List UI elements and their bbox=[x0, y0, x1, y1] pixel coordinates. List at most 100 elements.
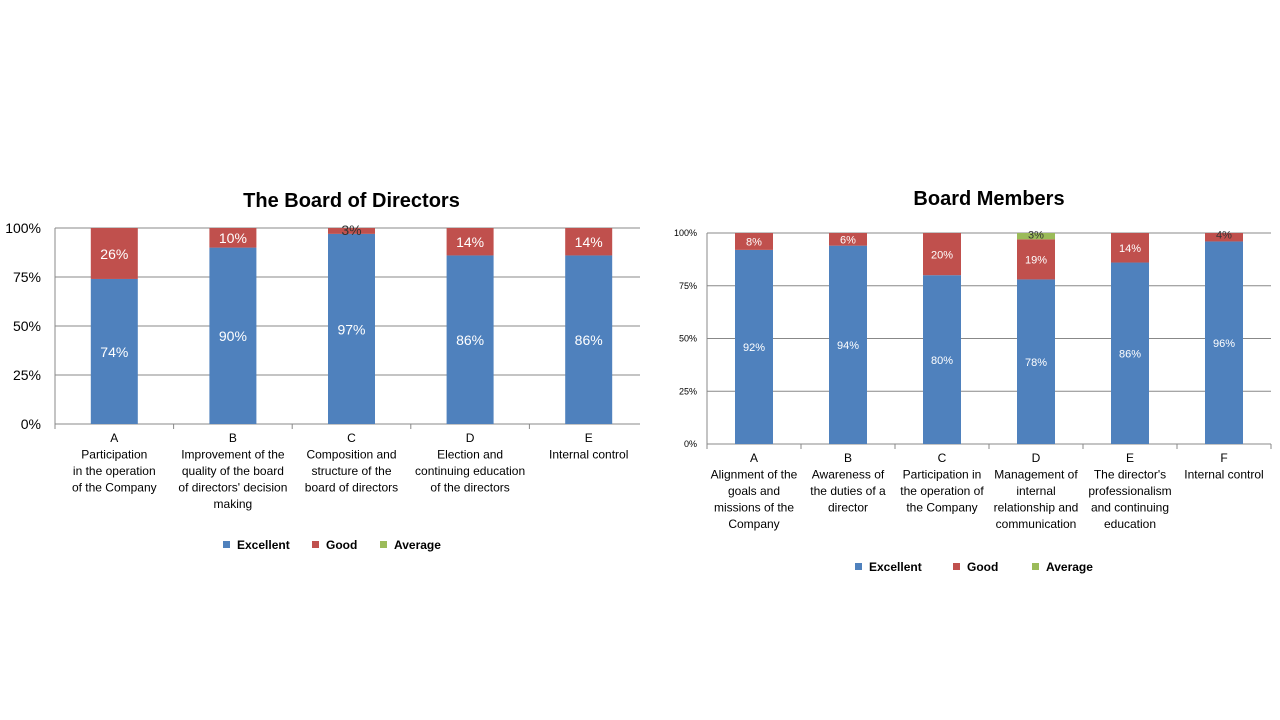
board-of-directors-chart: The Board of Directors 0% 25% 50% 75% 100% 74%… bbox=[5, 190, 640, 552]
category-label: of the directors bbox=[430, 481, 509, 495]
data-label: 6% bbox=[840, 235, 856, 247]
category-label: quality of the board bbox=[182, 464, 284, 478]
data-label: 14% bbox=[575, 234, 603, 250]
data-label: 90% bbox=[219, 328, 247, 344]
legend-swatch-good bbox=[312, 541, 319, 548]
bar-segment-excellent bbox=[923, 275, 961, 444]
bar-segment-excellent bbox=[328, 233, 375, 424]
data-label: 8% bbox=[746, 237, 762, 249]
y-tick-label: 75% bbox=[679, 281, 697, 291]
data-label: 86% bbox=[1119, 348, 1141, 360]
data-label: 3% bbox=[341, 222, 361, 238]
category-label: professionalism bbox=[1088, 484, 1171, 498]
bar-segment-excellent bbox=[735, 249, 773, 444]
category-label: the Company bbox=[906, 501, 977, 515]
category-label: Participation bbox=[81, 448, 147, 462]
bar-segment-good bbox=[1111, 233, 1149, 263]
y-tick-label: 0% bbox=[684, 439, 697, 449]
data-label: 14% bbox=[456, 234, 484, 250]
data-label: 3% bbox=[1028, 230, 1044, 242]
data-label: 94% bbox=[837, 340, 859, 352]
y-tick-label: 75% bbox=[13, 269, 41, 285]
y-tick-label: 25% bbox=[13, 367, 41, 383]
data-label: 4% bbox=[1216, 230, 1232, 242]
bar-segment-good bbox=[565, 228, 613, 256]
bar-segment-good bbox=[1017, 239, 1055, 280]
category-label: director bbox=[828, 501, 868, 515]
bar-segment-good bbox=[90, 228, 138, 279]
data-label: 86% bbox=[456, 332, 484, 348]
bar-segment-excellent bbox=[1111, 262, 1149, 444]
category-label: continuing education bbox=[415, 464, 525, 478]
category-label: A bbox=[750, 451, 758, 465]
bar-segment-excellent bbox=[1205, 241, 1243, 444]
legend-label-average: Average bbox=[1046, 560, 1093, 574]
legend-swatch-average bbox=[1032, 563, 1039, 570]
y-tick-label: 100% bbox=[674, 228, 697, 238]
category-label: D bbox=[466, 431, 475, 445]
bar-segment-excellent bbox=[446, 255, 494, 424]
legend-swatch-average bbox=[380, 541, 387, 548]
bar-segment-excellent bbox=[565, 255, 613, 424]
data-label: 10% bbox=[219, 230, 247, 246]
category-label: and continuing bbox=[1091, 501, 1169, 515]
category-label: in the operation bbox=[73, 464, 156, 478]
legend-label-excellent: Excellent bbox=[869, 560, 922, 574]
data-label: 14% bbox=[1119, 243, 1141, 255]
category-label: missions of the bbox=[714, 501, 794, 515]
y-tick-label: 0% bbox=[21, 416, 41, 432]
category-label: Improvement of the bbox=[181, 448, 285, 462]
category-label: Awareness of bbox=[812, 468, 885, 482]
category-label: board of directors bbox=[305, 481, 398, 495]
category-label: of directors' decision bbox=[178, 481, 287, 495]
y-tick-label: 50% bbox=[13, 318, 41, 334]
data-label: 80% bbox=[931, 355, 953, 367]
data-label: 74% bbox=[100, 344, 128, 360]
category-label: F bbox=[1220, 451, 1227, 465]
bar-segment-average bbox=[1017, 233, 1055, 240]
data-label: 86% bbox=[575, 332, 603, 348]
data-label: 92% bbox=[743, 342, 765, 354]
bar-segment-good bbox=[446, 228, 494, 256]
category-label: E bbox=[1126, 451, 1134, 465]
category-label: Internal control bbox=[1184, 468, 1263, 482]
y-tick-label: 50% bbox=[679, 334, 697, 344]
legend-label-good: Good bbox=[967, 560, 998, 574]
category-label: C bbox=[938, 451, 947, 465]
category-label: Composition and bbox=[306, 448, 396, 462]
y-tick-label: 25% bbox=[679, 386, 697, 396]
category-label: goals and bbox=[728, 484, 780, 498]
data-label: 20% bbox=[931, 249, 953, 261]
legend-label-excellent: Excellent bbox=[237, 538, 290, 552]
category-label: Participation in bbox=[903, 468, 982, 482]
category-label: making bbox=[214, 497, 253, 511]
category-label: C bbox=[347, 431, 356, 445]
category-label: The director's bbox=[1094, 468, 1166, 482]
bar-segment-good bbox=[923, 233, 961, 276]
data-label: 78% bbox=[1025, 357, 1047, 369]
category-label: E bbox=[585, 431, 593, 445]
category-label: Company bbox=[728, 517, 779, 531]
data-label: 96% bbox=[1213, 338, 1235, 350]
chart-title: Board Members bbox=[913, 188, 1064, 210]
category-label: internal bbox=[1016, 484, 1055, 498]
category-label: the operation of bbox=[900, 484, 984, 498]
bar-segment-good bbox=[1205, 233, 1243, 242]
y-tick-label: 100% bbox=[5, 220, 41, 236]
data-label: 26% bbox=[100, 246, 128, 262]
bar-segment-good bbox=[829, 233, 867, 246]
category-label: A bbox=[110, 431, 118, 445]
category-label: communication bbox=[996, 517, 1077, 531]
legend-swatch-excellent bbox=[223, 541, 230, 548]
bar-segment-good bbox=[209, 228, 257, 248]
category-label: relationship and bbox=[994, 501, 1079, 515]
category-label: of the Company bbox=[72, 481, 157, 495]
legend-swatch-good bbox=[953, 563, 960, 570]
bar-segment-good bbox=[735, 233, 773, 250]
legend-swatch-excellent bbox=[855, 563, 862, 570]
category-label: Internal control bbox=[549, 448, 628, 462]
category-label: structure of the bbox=[311, 464, 391, 478]
data-label: 97% bbox=[337, 321, 365, 337]
data-label: 19% bbox=[1025, 255, 1047, 267]
bar-segment-good bbox=[328, 228, 375, 234]
